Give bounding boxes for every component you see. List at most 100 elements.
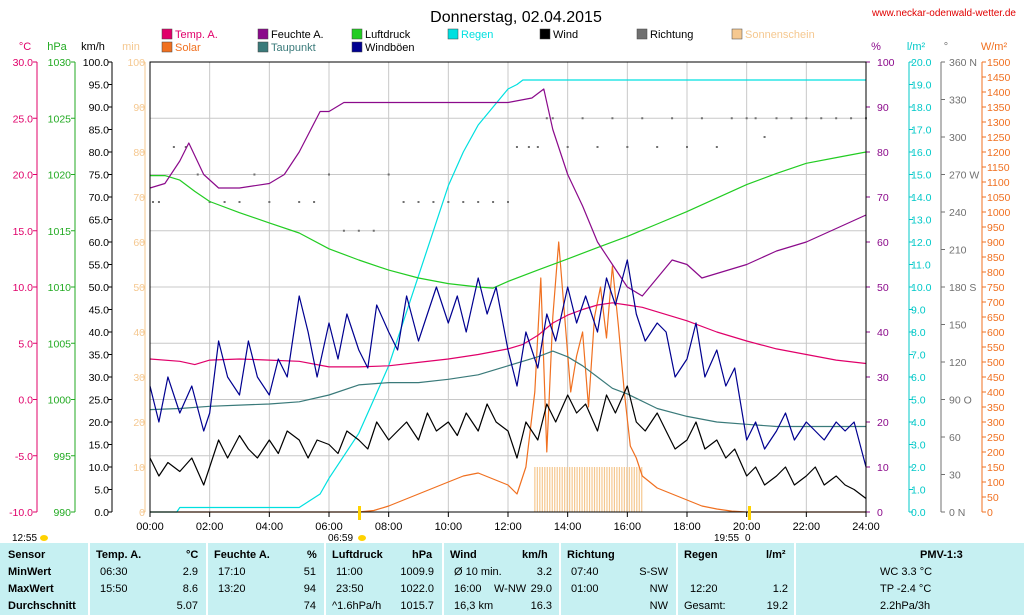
y-tick-label-hpa: 1015 [48, 226, 72, 238]
direction-point [477, 201, 480, 203]
y-tick-label-deg: 150 [949, 320, 967, 332]
y-tick-label-solar: 500 [987, 357, 1005, 369]
header-humidity: Feuchte A. [214, 549, 270, 561]
sunrise-tick [358, 506, 361, 520]
header-direction: Richtung [567, 549, 615, 561]
y-tick-label-solar: 200 [987, 447, 1005, 459]
y-tick-label-solar: 0 [987, 507, 993, 519]
direction-point [641, 117, 644, 120]
min-wind-value: 3.2 [536, 566, 552, 578]
pmv-tp: TP -2.4 °C [880, 583, 932, 595]
min-dir-value: S-SW [639, 566, 668, 578]
series-line-windb-en [149, 259, 867, 468]
direction-point [745, 117, 748, 120]
x-tick-label: 08:00 [375, 521, 403, 533]
sun-markers: 12:55 06:59 19:55 0 [12, 506, 751, 543]
legend-label: Windböen [365, 42, 415, 54]
direction-point [492, 201, 495, 203]
direction-point [775, 117, 778, 120]
direction-point [268, 201, 271, 203]
avg-press-value: 1015.7 [400, 600, 434, 612]
direction-point [581, 117, 584, 120]
y-tick-label-min: 0 [139, 507, 145, 519]
y-tick-label-deg: 210 [949, 245, 967, 257]
pmv-trend: 2.2hPa/3h [880, 600, 931, 612]
y-tick-label-solar: 1250 [987, 132, 1011, 144]
min-press-time: 11:00 [336, 566, 363, 578]
y-tick-label-kmh: 60.0 [89, 237, 110, 249]
legend-swatch [636, 28, 648, 40]
y-tick-label-solar: 1300 [987, 117, 1011, 129]
y-tick-label-solar: 1050 [987, 192, 1011, 204]
header-sensor: Sensor [8, 549, 46, 561]
min-press-value: 1009.9 [400, 566, 434, 578]
y-tick-label-solar: 1500 [987, 57, 1011, 69]
sunset-end-label: 0 [745, 533, 751, 543]
row-label-min: MinWert [8, 566, 52, 578]
y-tick-label-rain: 7.0 [911, 350, 926, 362]
y-tick-label-solar: 450 [987, 372, 1005, 384]
direction-point [172, 146, 175, 148]
legend-label: Wind [553, 29, 578, 41]
y-tick-label-pct: 50 [877, 282, 889, 294]
y-tick-label-solar: 600 [987, 327, 1005, 339]
legend-label: Luftdruck [365, 29, 411, 41]
y-tick-label-rain: 16.0 [911, 147, 932, 159]
avg-dir-value: NW [649, 600, 668, 612]
legend-swatch [351, 41, 363, 53]
max-wind-direction: W-NW [494, 583, 527, 595]
y-tick-label-temp: -5.0 [15, 451, 33, 463]
sunshine-bars [534, 467, 643, 512]
direction-point [551, 117, 554, 120]
axis-units: °C hPa km/h min% l/m² ° W/m² [19, 41, 1008, 53]
series-line-luftdruck [150, 151, 867, 289]
y-tick-label-hpa: 1030 [48, 57, 72, 69]
axes: 30.025.020.015.010.05.00.0-5.0-10.010301… [9, 57, 1010, 519]
header-pressure: Luftdruck [332, 549, 383, 561]
direction-point [462, 201, 465, 203]
legend-label: Temp. A. [175, 29, 218, 41]
y-tick-label-deg: 240 [949, 207, 967, 219]
series-line-wind [149, 385, 867, 499]
table-divider [206, 543, 208, 615]
y-tick-label-kmh: 0.0 [94, 507, 109, 519]
y-tick-label-hpa: 1005 [48, 338, 72, 350]
y-tick-label-rain: 1.0 [911, 485, 926, 497]
y-tick-label-solar: 1100 [987, 177, 1010, 189]
y-tick-label-pct: 40 [877, 327, 889, 339]
y-tick-label-kmh: 25.0 [89, 395, 110, 407]
rain-total-label: Gesamt: [684, 600, 726, 612]
y-tick-label-solar: 100 [987, 477, 1005, 489]
y-tick-label-deg: 360 N [949, 57, 977, 69]
y-tick-label-pct: 90 [877, 102, 889, 114]
direction-point [223, 201, 226, 203]
x-tick-label: 10:00 [435, 521, 463, 533]
direction-point [417, 201, 420, 203]
row-label-avg: Durchschnitt [8, 600, 76, 612]
y-tick-label-temp: 5.0 [18, 338, 33, 350]
y-tick-label-deg: 120 [949, 357, 967, 369]
y-tick-label-kmh: 70.0 [89, 192, 110, 204]
axis-unit-kmh: km/h [81, 41, 105, 53]
min-temp-time: 06:30 [100, 566, 128, 578]
legend-swatch [351, 28, 363, 40]
sunrise-label: 06:59 [328, 533, 353, 543]
y-tick-label-temp: 10.0 [13, 282, 34, 294]
x-tick-label: 06:00 [315, 521, 343, 533]
y-tick-label-kmh: 20.0 [89, 417, 110, 429]
y-tick-label-rain: 11.0 [911, 260, 931, 272]
legend-label: Richtung [650, 29, 693, 41]
y-tick-label-solar: 700 [987, 297, 1005, 309]
legend: Temp. A. Feuchte A. Luftdruck Regen Wind Rich… [161, 28, 815, 54]
x-tick-label: 18:00 [673, 521, 701, 533]
y-tick-label-solar: 1150 [987, 162, 1010, 174]
x-tick-label: 20:00 [733, 521, 761, 533]
y-tick-label-hpa: 990 [53, 507, 71, 519]
y-tick-label-min: 50 [133, 282, 145, 294]
direction-point [402, 201, 405, 203]
y-tick-label-min: 10 [133, 462, 145, 474]
y-tick-label-rain: 6.0 [911, 372, 926, 384]
y-tick-label-min: 40 [133, 327, 145, 339]
header-pmv: PMV-1:3 [920, 549, 963, 561]
y-tick-label-min: 20 [133, 417, 145, 429]
